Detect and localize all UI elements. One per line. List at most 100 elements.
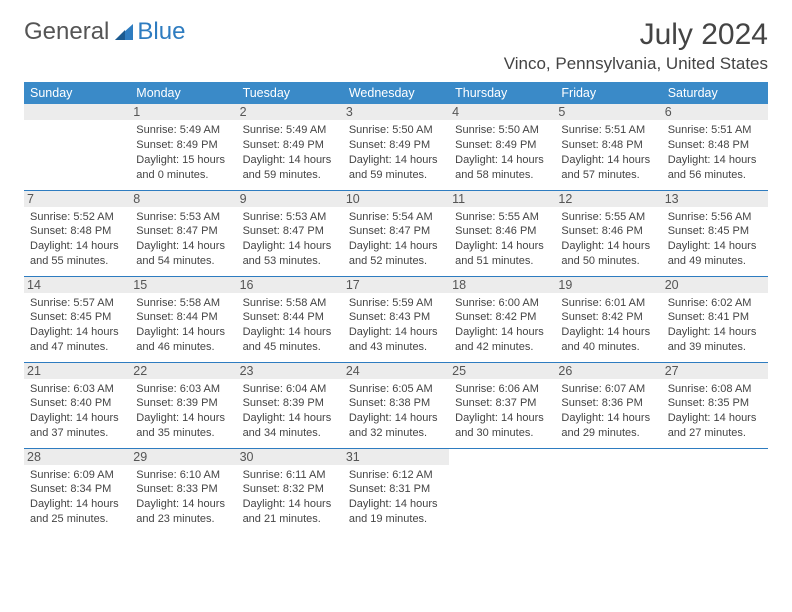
weekday-header: Saturday (662, 82, 768, 104)
day-number: 9 (237, 191, 343, 207)
day-number: 31 (343, 449, 449, 465)
weekday-header-row: Sunday Monday Tuesday Wednesday Thursday… (24, 82, 768, 104)
day-number: 6 (662, 104, 768, 120)
day-number: 8 (130, 191, 236, 207)
day-info: Sunrise: 6:01 AMSunset: 8:42 PMDaylight:… (561, 296, 655, 355)
calendar-day-cell: 5Sunrise: 5:51 AMSunset: 8:48 PMDaylight… (555, 104, 661, 190)
day-info: Sunrise: 5:51 AMSunset: 8:48 PMDaylight:… (668, 123, 762, 182)
calendar-day-cell (24, 104, 130, 190)
day-info: Sunrise: 5:58 AMSunset: 8:44 PMDaylight:… (136, 296, 230, 355)
day-info: Sunrise: 5:55 AMSunset: 8:46 PMDaylight:… (561, 210, 655, 269)
weekday-header: Friday (555, 82, 661, 104)
day-info: Sunrise: 5:50 AMSunset: 8:49 PMDaylight:… (349, 123, 443, 182)
calendar-day-cell: 23 Sunrise: 6:04 AMSunset: 8:39 PMDayligh… (237, 362, 343, 448)
day-info: Sunrise: 5:49 AMSunset: 8:49 PMDaylight:… (243, 123, 337, 182)
calendar-day-cell: 27Sunrise: 6:08 AMSunset: 8:35 PMDayligh… (662, 362, 768, 448)
calendar-day-cell: 12 Sunrise: 5:55 AMSunset: 8:46 PMDayligh… (555, 190, 661, 276)
day-number: 11 (449, 191, 555, 207)
day-info: Sunrise: 5:58 AMSunset: 8:44 PMDaylight:… (243, 296, 337, 355)
day-number: 22 (130, 363, 236, 379)
day-number: 4 (449, 104, 555, 120)
calendar-week-row: 14Sunrise: 5:57 AMSunset: 8:45 PMDayligh… (24, 276, 768, 362)
day-number: 16 (237, 277, 343, 293)
calendar-day-cell: 6 Sunrise: 5:51 AMSunset: 8:48 PMDaylight… (662, 104, 768, 190)
calendar-day-cell: 8 Sunrise: 5:53 AMSunset: 8:47 PMDaylight… (130, 190, 236, 276)
calendar-day-cell: 14Sunrise: 5:57 AMSunset: 8:45 PMDayligh… (24, 276, 130, 362)
day-info: Sunrise: 5:50 AMSunset: 8:49 PMDaylight:… (455, 123, 549, 182)
calendar-day-cell: 20 Sunrise: 6:02 AMSunset: 8:41 PMDayligh… (662, 276, 768, 362)
calendar-week-row: 21Sunrise: 6:03 AMSunset: 8:40 PMDayligh… (24, 362, 768, 448)
day-info: Sunrise: 6:00 AMSunset: 8:42 PMDaylight:… (455, 296, 549, 355)
day-info: Sunrise: 6:02 AMSunset: 8:41 PMDaylight:… (668, 296, 762, 355)
title-block: July 2024 Vinco, Pennsylvania, United St… (504, 18, 768, 74)
location-text: Vinco, Pennsylvania, United States (504, 54, 768, 74)
day-info: Sunrise: 6:10 AMSunset: 8:33 PMDaylight:… (136, 468, 230, 527)
calendar-day-cell: 11 Sunrise: 5:55 AMSunset: 8:46 PMDayligh… (449, 190, 555, 276)
brand-logo: General Blue (24, 18, 185, 46)
day-info: Sunrise: 5:49 AMSunset: 8:49 PMDaylight:… (136, 123, 230, 182)
day-number: 12 (555, 191, 661, 207)
day-info: Sunrise: 6:07 AMSunset: 8:36 PMDaylight:… (561, 382, 655, 441)
calendar-table: Sunday Monday Tuesday Wednesday Thursday… (24, 82, 768, 534)
day-number: 18 (449, 277, 555, 293)
day-number: 21 (24, 363, 130, 379)
calendar-day-cell: 10 Sunrise: 5:54 AMSunset: 8:47 PMDayligh… (343, 190, 449, 276)
day-info: Sunrise: 5:57 AMSunset: 8:45 PMDaylight:… (30, 296, 124, 355)
calendar-day-cell: 13Sunrise: 5:56 AMSunset: 8:45 PMDayligh… (662, 190, 768, 276)
day-info: Sunrise: 5:59 AMSunset: 8:43 PMDaylight:… (349, 296, 443, 355)
day-number: 10 (343, 191, 449, 207)
day-info: Sunrise: 5:56 AMSunset: 8:45 PMDaylight:… (668, 210, 762, 269)
calendar-day-cell: 16 Sunrise: 5:58 AMSunset: 8:44 PMDayligh… (237, 276, 343, 362)
calendar-day-cell: 25 Sunrise: 6:06 AMSunset: 8:37 PMDayligh… (449, 362, 555, 448)
day-number: 25 (449, 363, 555, 379)
day-number: 17 (343, 277, 449, 293)
day-number-blank (24, 104, 130, 120)
weekday-header: Wednesday (343, 82, 449, 104)
calendar-week-row: 7 Sunrise: 5:52 AMSunset: 8:48 PMDaylight… (24, 190, 768, 276)
day-info: Sunrise: 6:06 AMSunset: 8:37 PMDaylight:… (455, 382, 549, 441)
day-info: Sunrise: 5:54 AMSunset: 8:47 PMDaylight:… (349, 210, 443, 269)
brand-sail-icon (113, 22, 135, 42)
day-number: 5 (555, 104, 661, 120)
calendar-day-cell: 1 Sunrise: 5:49 AMSunset: 8:49 PMDaylight… (130, 104, 236, 190)
day-number: 15 (130, 277, 236, 293)
day-info: Sunrise: 6:11 AMSunset: 8:32 PMDaylight:… (243, 468, 337, 527)
day-number: 24 (343, 363, 449, 379)
day-info: Sunrise: 5:52 AMSunset: 8:48 PMDaylight:… (30, 210, 124, 269)
weekday-header: Thursday (449, 82, 555, 104)
brand-word-2: Blue (137, 18, 185, 46)
calendar-day-cell (662, 448, 768, 534)
calendar-day-cell: 28 Sunrise: 6:09 AMSunset: 8:34 PMDayligh… (24, 448, 130, 534)
calendar-day-cell: 31Sunrise: 6:12 AMSunset: 8:31 PMDayligh… (343, 448, 449, 534)
calendar-day-cell: 30 Sunrise: 6:11 AMSunset: 8:32 PMDayligh… (237, 448, 343, 534)
day-number: 23 (237, 363, 343, 379)
brand-word-1: General (24, 18, 109, 46)
calendar-day-cell (449, 448, 555, 534)
calendar-day-cell: 2Sunrise: 5:49 AMSunset: 8:49 PMDaylight… (237, 104, 343, 190)
weekday-header: Tuesday (237, 82, 343, 104)
calendar-day-cell: 9Sunrise: 5:53 AMSunset: 8:47 PMDaylight… (237, 190, 343, 276)
day-info: Sunrise: 5:53 AMSunset: 8:47 PMDaylight:… (136, 210, 230, 269)
day-number: 29 (130, 449, 236, 465)
calendar-day-cell: 3Sunrise: 5:50 AMSunset: 8:49 PMDaylight… (343, 104, 449, 190)
calendar-day-cell: 24Sunrise: 6:05 AMSunset: 8:38 PMDayligh… (343, 362, 449, 448)
calendar-week-row: 1 Sunrise: 5:49 AMSunset: 8:49 PMDaylight… (24, 104, 768, 190)
day-info: Sunrise: 5:55 AMSunset: 8:46 PMDaylight:… (455, 210, 549, 269)
calendar-day-cell: 15 Sunrise: 5:58 AMSunset: 8:44 PMDayligh… (130, 276, 236, 362)
calendar-day-cell: 22Sunrise: 6:03 AMSunset: 8:39 PMDayligh… (130, 362, 236, 448)
day-info: Sunrise: 6:04 AMSunset: 8:39 PMDaylight:… (243, 382, 337, 441)
day-number: 20 (662, 277, 768, 293)
calendar-week-row: 28 Sunrise: 6:09 AMSunset: 8:34 PMDayligh… (24, 448, 768, 534)
day-number: 7 (24, 191, 130, 207)
day-number: 28 (24, 449, 130, 465)
page-header: General Blue July 2024 Vinco, Pennsylvan… (24, 18, 768, 74)
day-info: Sunrise: 6:09 AMSunset: 8:34 PMDaylight:… (30, 468, 124, 527)
day-number: 30 (237, 449, 343, 465)
calendar-day-cell: 4 Sunrise: 5:50 AMSunset: 8:49 PMDaylight… (449, 104, 555, 190)
day-number: 1 (130, 104, 236, 120)
calendar-day-cell (555, 448, 661, 534)
day-number: 26 (555, 363, 661, 379)
day-number: 19 (555, 277, 661, 293)
weekday-header: Sunday (24, 82, 130, 104)
calendar-day-cell: 17 Sunrise: 5:59 AMSunset: 8:43 PMDayligh… (343, 276, 449, 362)
